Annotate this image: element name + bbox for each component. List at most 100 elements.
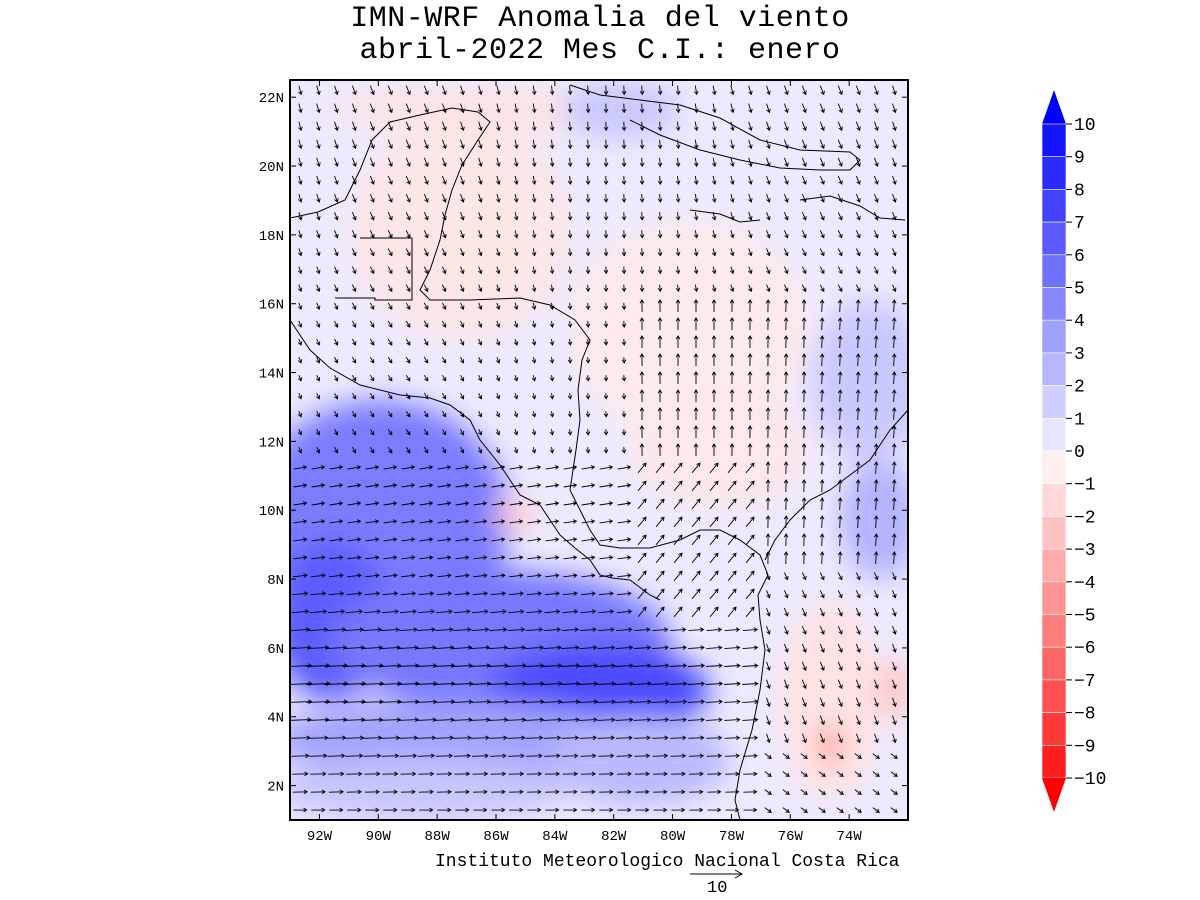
wind-vector-arrow [711,407,717,420]
wind-vector-arrow [892,733,897,744]
wind-vector-arrow [873,643,879,653]
wind-vector-arrow [729,407,735,421]
wind-vector-arrow [766,85,771,96]
wind-vector-arrow [801,479,807,493]
wind-vector-arrow [657,266,663,275]
wind-vector-arrow [334,266,339,275]
wind-vector-arrow [801,266,807,275]
wind-vector-arrow [292,591,309,596]
wind-vector-arrow [819,443,825,457]
wind-vector-arrow [819,299,825,313]
wind-vector-arrow [639,212,645,221]
wind-vector-arrow [513,230,519,239]
wind-vector-arrow [837,371,843,385]
wind-vector-arrow [693,443,699,456]
wind-vector-arrow [675,157,681,168]
wind-vector-arrow [872,789,880,795]
wind-vector-arrow [657,230,663,239]
wind-vector-arrow [324,681,349,686]
colorbar-swatch [1041,254,1067,288]
wind-vector-arrow [310,771,327,777]
wind-vector-arrow [892,715,897,726]
wind-vector-arrow [614,681,634,686]
wind-vector-arrow [657,284,663,293]
wind-vector-arrow [819,85,825,96]
wind-vector-arrow [765,497,771,511]
wind-vector-arrow [418,789,434,795]
wind-vector-arrow [873,715,879,726]
wind-vector-arrow [837,643,843,653]
wind-vector-arrow [639,139,645,150]
wind-vector-arrow [415,681,438,686]
colorbar-label: −1 [1074,476,1096,496]
wind-vector-arrow [346,591,363,596]
colorbar-swatch [1041,581,1067,615]
wind-vector-arrow [351,212,357,221]
wind-vector-arrow [819,679,825,690]
wind-vector-arrow [578,699,599,704]
wind-vector-arrow [549,175,555,185]
wind-vector-arrow [669,717,687,723]
wind-vector-arrow [473,483,488,488]
wind-vector-arrow [509,789,524,795]
wind-vector-arrow [563,807,578,813]
wind-vector-arrow [423,103,429,114]
wind-vector-arrow [526,609,543,614]
wind-vector-arrow [873,572,879,581]
wind-vector-arrow [549,266,555,275]
wind-vector-arrow [855,625,861,635]
wind-vector-arrow [709,552,719,564]
wind-vector-arrow [387,392,393,400]
wind-vector-arrow [364,771,381,777]
wind-vector-arrow [477,356,483,364]
wind-vector-arrow [873,317,879,331]
wind-vector-arrow [436,771,453,777]
wind-vector-arrow [891,551,897,565]
wind-vector-arrow [369,248,375,257]
wind-vector-arrow [742,681,759,686]
wind-vector-arrow [365,555,380,560]
wind-vector-arrow [316,212,321,221]
wind-vector-arrow [549,411,555,418]
wind-vector-arrow [460,85,465,96]
wind-vector-arrow [743,771,758,777]
wind-vector-arrow [892,266,897,275]
wind-vector-arrow [405,212,411,221]
wind-vector-arrow [892,697,897,708]
wind-vector-arrow [783,733,789,744]
wind-vector-arrow [478,230,483,239]
wind-vector-arrow [837,679,843,690]
wind-vector-arrow [670,735,687,741]
wind-vector-arrow [671,789,686,795]
wind-vector-arrow [316,230,321,239]
wind-vector-arrow [472,591,489,596]
wind-vector-arrow [892,212,897,221]
wind-vector-arrow [711,284,717,293]
wind-vector-arrow [800,753,808,759]
wind-vector-arrow [405,392,411,400]
wind-vector-arrow [441,175,447,185]
wind-vector-arrow [478,302,483,311]
wind-vector-arrow [855,212,861,221]
wind-vector-arrow [316,338,321,346]
wind-vector-arrow [567,429,573,436]
wind-vector-arrow [326,735,347,741]
wind-vector-arrow [549,121,555,132]
wind-vector-arrow [347,501,362,506]
wind-vector-arrow [837,266,843,275]
wind-vector-arrow [837,625,843,635]
wind-vector-arrow [837,284,843,293]
wind-vector-arrow [365,519,380,524]
wind-vector-arrow [651,699,670,705]
wind-vector-arrow [637,516,647,528]
longitude-axis: 92W 90W 88W 86W 84W 82W 80W 78W 76W 74W [307,80,862,845]
wind-vector-arrow [603,357,609,364]
wind-vector-arrow [369,410,375,418]
colorbar-label: 10 [1074,116,1096,136]
wind-vector-arrow [400,789,416,795]
wind-vector-arrow [562,771,579,777]
wind-vector-arrow [745,498,755,510]
wind-vector-arrow [766,661,771,672]
wind-vector-arrow [352,356,357,364]
wind-vector-arrow [855,353,861,367]
